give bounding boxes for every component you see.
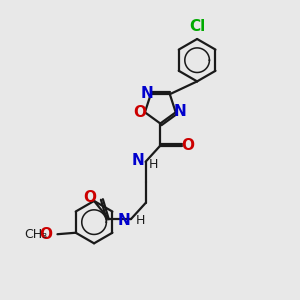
Text: Cl: Cl <box>189 19 205 34</box>
Text: N: N <box>131 152 144 167</box>
Text: O: O <box>133 105 146 120</box>
Text: N: N <box>118 214 130 229</box>
Text: N: N <box>173 103 186 118</box>
Text: O: O <box>182 138 194 153</box>
Text: O: O <box>83 190 96 205</box>
Text: H: H <box>136 214 146 227</box>
Text: N: N <box>141 85 153 100</box>
Text: CH₃: CH₃ <box>25 228 48 241</box>
Text: H: H <box>148 158 158 171</box>
Text: O: O <box>39 227 52 242</box>
